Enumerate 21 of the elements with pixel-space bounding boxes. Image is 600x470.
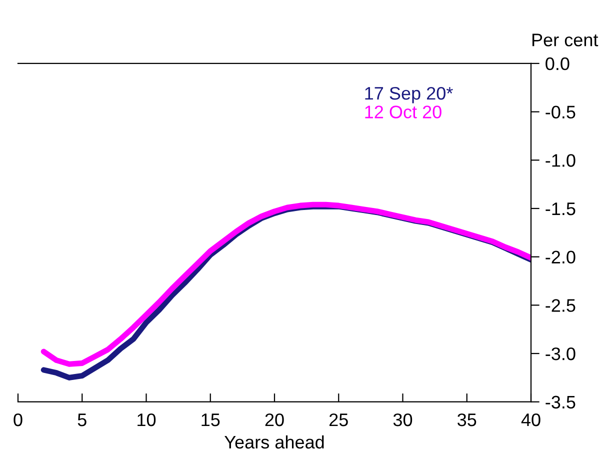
x-tick-label: 0 <box>14 413 22 426</box>
x-tick-label: 35 <box>458 413 476 426</box>
x-tick-label: 15 <box>202 414 220 426</box>
y-tick-label: -1.5 <box>546 202 576 216</box>
y-tick-label: -3.5 <box>546 396 576 409</box>
x-axis-title: Years ahead <box>224 435 324 449</box>
x-tick-label: 5 <box>78 414 86 426</box>
x-tick-label: 20 <box>265 413 284 426</box>
y-tick-label: -2.0 <box>546 250 576 264</box>
y-axis-title: Per cent <box>532 34 598 46</box>
x-tick-label: 25 <box>329 413 348 426</box>
x-tick-label: 30 <box>393 413 412 426</box>
y-tick-label: -1.0 <box>546 154 576 167</box>
y-tick-label: 0.0 <box>546 57 570 70</box>
y-tick-label: -2.5 <box>546 299 576 312</box>
x-tick-label: 10 <box>138 413 156 426</box>
y-tick-label: -3.0 <box>546 347 576 360</box>
y-tick-label: -0.5 <box>546 106 576 119</box>
text: 17 Sep 20* <box>365 86 453 104</box>
text: 12 Oct 20 <box>365 106 442 118</box>
x-tick-label: 40 <box>521 413 540 426</box>
